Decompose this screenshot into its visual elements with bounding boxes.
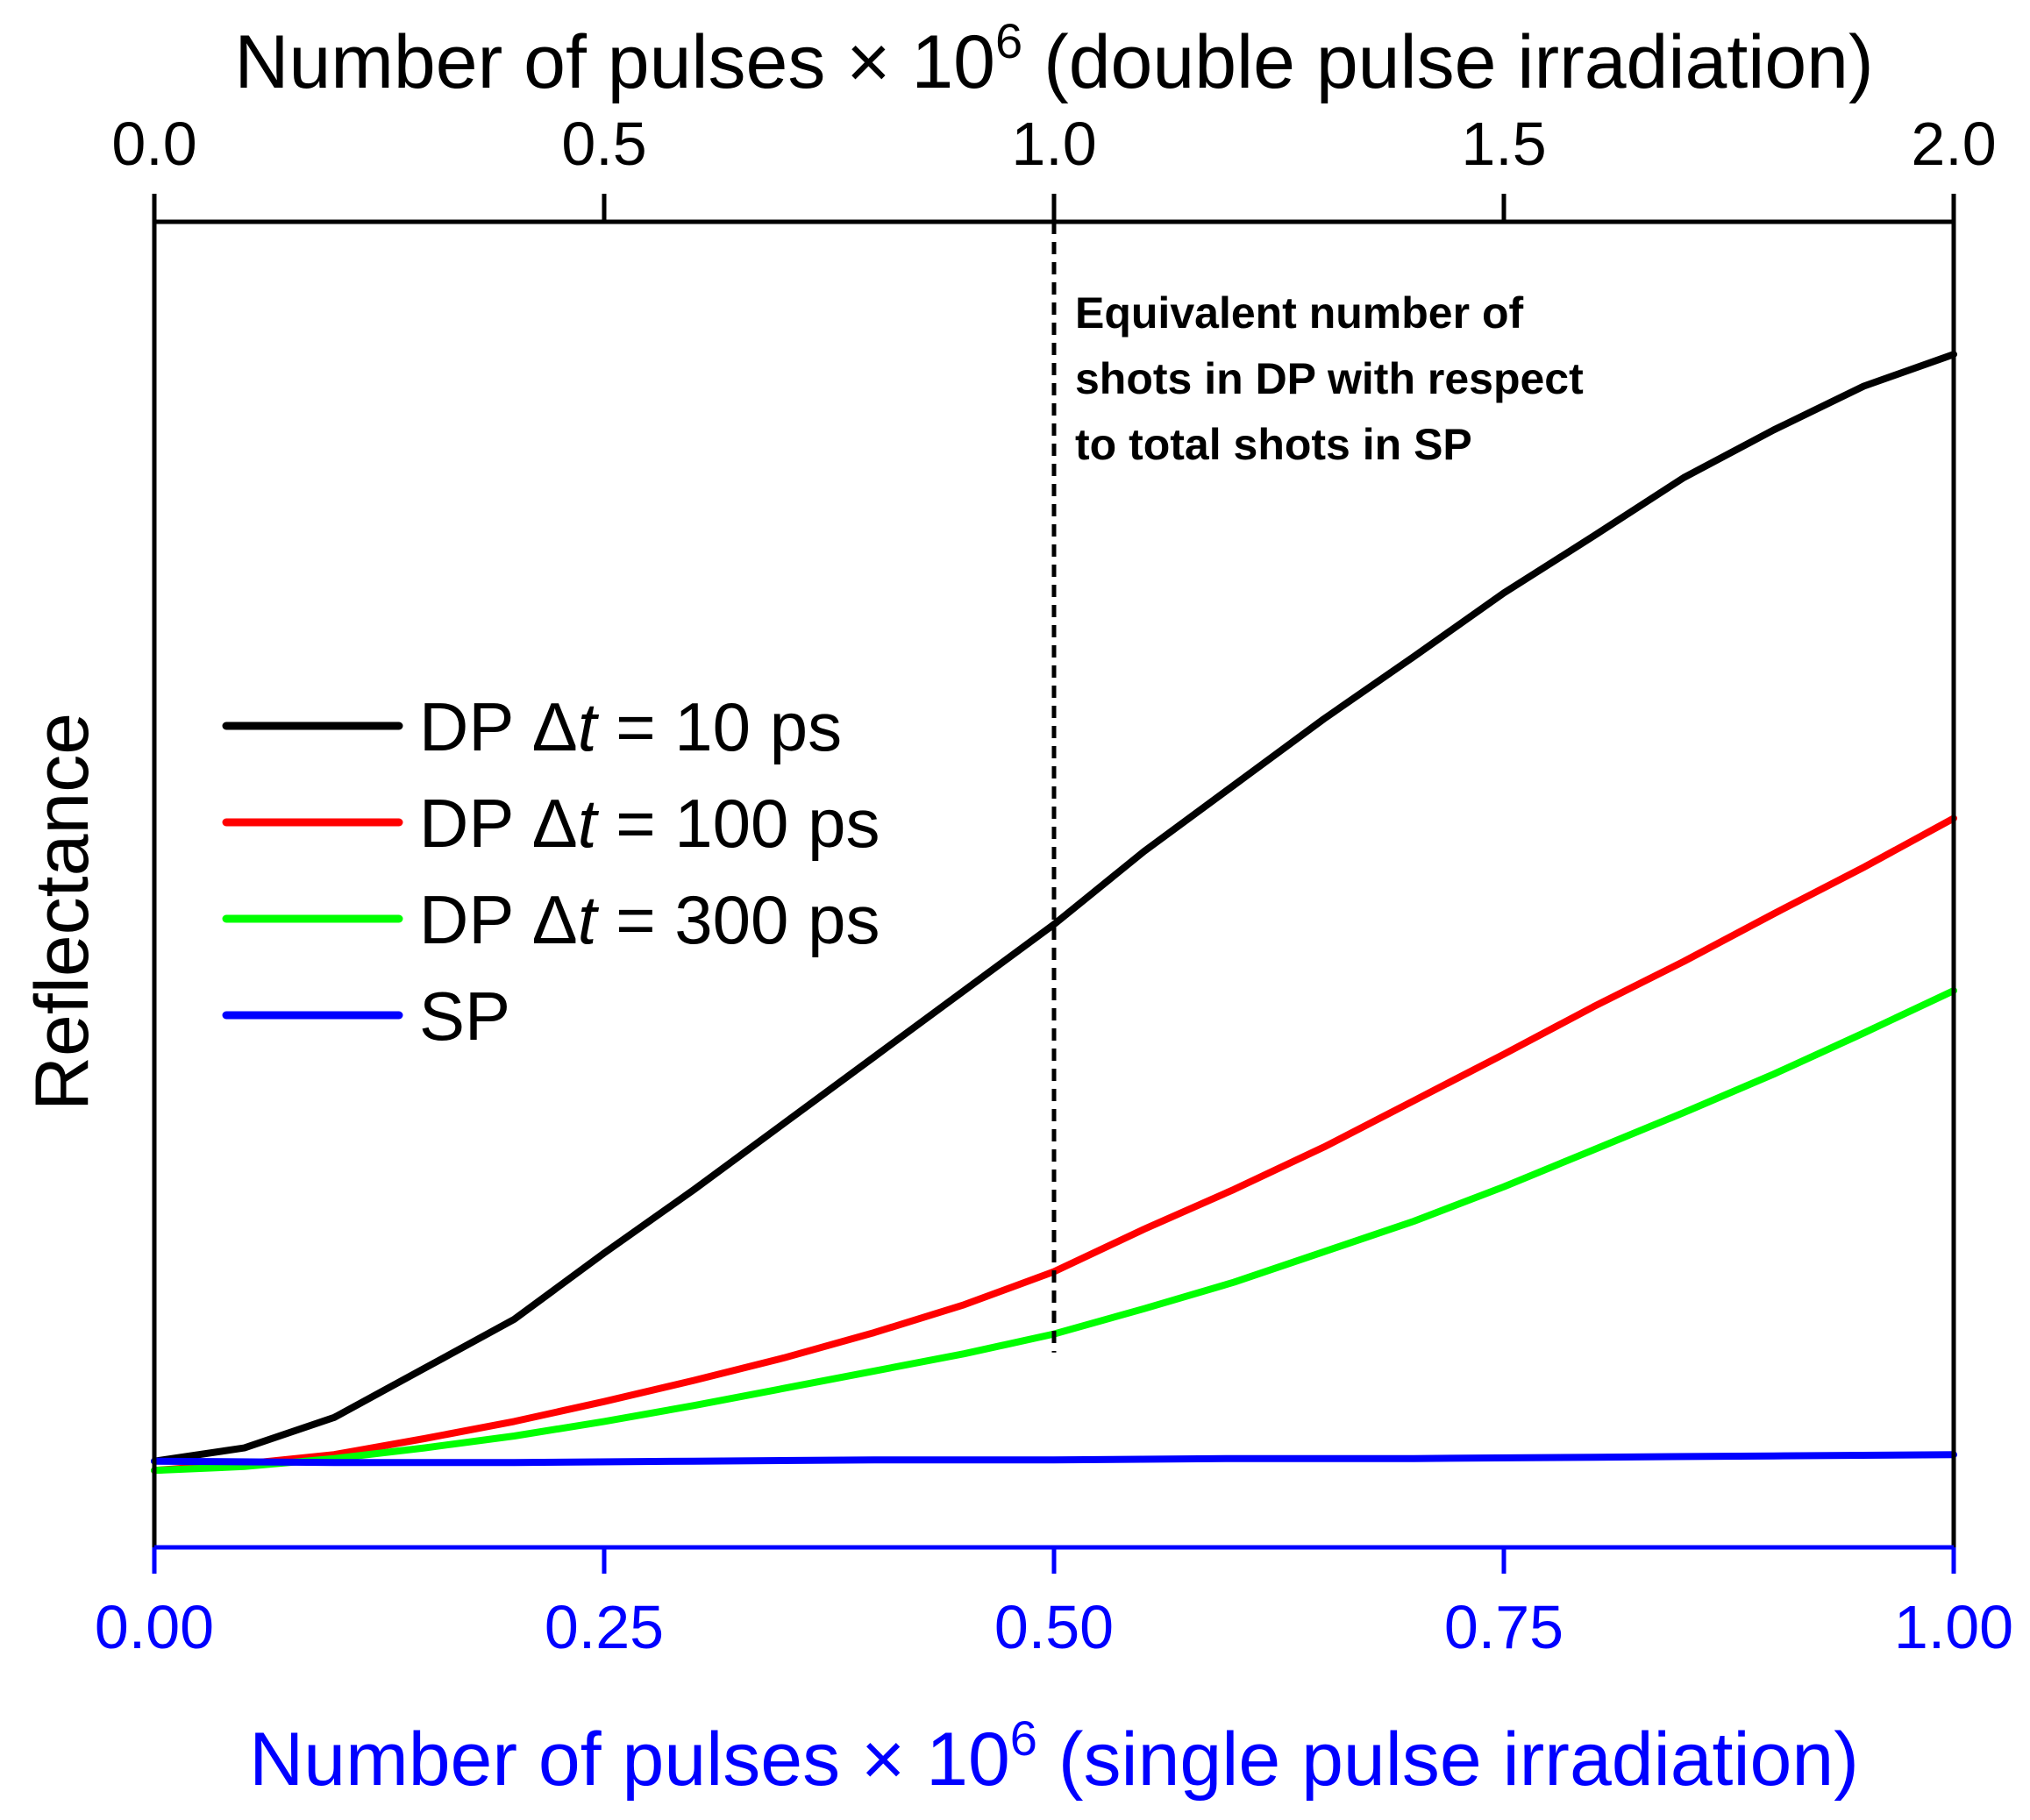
legend-label-suffix-0: = 10 ps	[596, 688, 842, 765]
legend-label-suffix-1: = 100 ps	[596, 785, 880, 862]
legend-label-t-2: t	[578, 881, 600, 958]
bottom-tick-label-4: 1.00	[1894, 1593, 2013, 1661]
legend-label-t-1: t	[578, 785, 600, 862]
legend-label-suffix-2: = 300 ps	[596, 881, 880, 958]
top-tick-label-2: 1.0	[1011, 110, 1096, 178]
bottom-tick-label-1: 0.25	[545, 1593, 664, 1661]
legend-label-delta-1: Δ	[532, 785, 578, 862]
legend-label-1: DP Δt = 100 ps	[419, 785, 880, 862]
legend-label-0: DP Δt = 10 ps	[419, 688, 842, 765]
top-tick-label-4: 2.0	[1911, 110, 1996, 178]
bottom-axis-title-main: Number of pulses × 10	[249, 1717, 1010, 1802]
bottom-tick-label-3: 0.75	[1444, 1593, 1563, 1661]
series-line-3	[151, 1451, 1957, 1467]
legend-label-delta-2: Δ	[532, 881, 578, 958]
legend-label-delta-0: Δ	[532, 688, 578, 765]
y-axis-title: Reflectance	[20, 713, 104, 1111]
legend-label-t-0: t	[578, 688, 600, 765]
annotation-line-1: shots in DP with respect	[1075, 354, 1584, 403]
series-line-0	[151, 351, 1957, 1465]
legend-label-2: DP Δt = 300 ps	[419, 881, 880, 958]
bottom-tick-label-0: 0.00	[95, 1593, 214, 1661]
legend-label-prefix-3: SP	[419, 978, 510, 1055]
top-tick-label-0: 0.0	[111, 110, 196, 178]
annotation-line-0: Equivalent number of	[1075, 288, 1524, 338]
annotation-line-2: to total shots in SP	[1075, 420, 1472, 469]
legend-label-prefix-2: DP	[419, 881, 532, 958]
top-axis-title-main: Number of pulses × 10	[234, 20, 995, 104]
bottom-axis-title-superscript: 6	[1010, 1710, 1037, 1766]
top-axis-title-tail: (double pulse irradiation)	[1022, 20, 1873, 104]
top-axis-title: Number of pulses × 106 (double pulse irr…	[234, 13, 1873, 104]
legend-label-prefix-0: DP	[419, 688, 532, 765]
bottom-tick-label-2: 0.50	[994, 1593, 1114, 1661]
top-tick-label-1: 0.5	[561, 110, 646, 178]
top-tick-label-3: 1.5	[1461, 110, 1546, 178]
legend-label-3: SP	[419, 978, 510, 1055]
legend-label-prefix-1: DP	[419, 785, 532, 862]
annotation-text: Equivalent number of shots in DP with res…	[1075, 288, 1584, 469]
top-axis-title-superscript: 6	[995, 13, 1022, 68]
bottom-axis-title: Number of pulses × 106 (single pulse irr…	[249, 1710, 1859, 1802]
bottom-axis-title-tail: (single pulse irradiation)	[1037, 1717, 1859, 1802]
